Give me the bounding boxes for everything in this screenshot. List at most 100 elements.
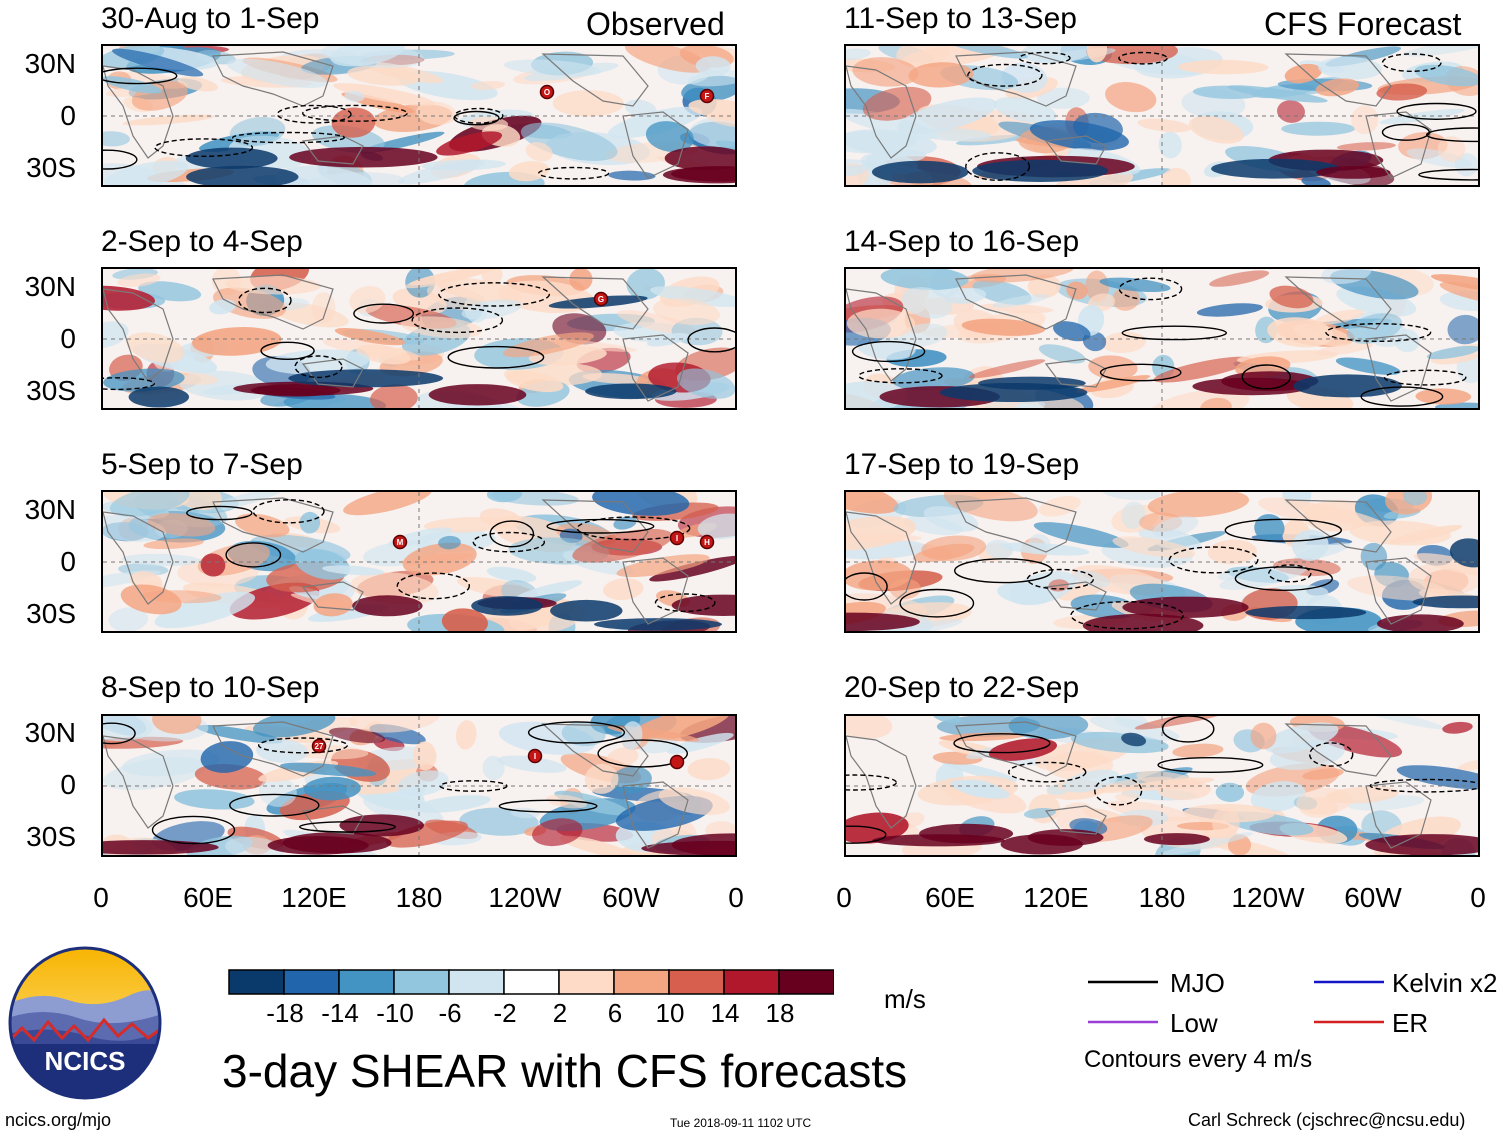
- coastline: [103, 288, 174, 382]
- panel-title-2: 2-Sep to 4-Sep: [101, 225, 303, 258]
- shear-anomaly: [1029, 120, 1129, 151]
- shear-anomaly: [147, 513, 216, 537]
- shear-anomaly: [1099, 277, 1171, 293]
- shear-anomaly: [846, 48, 871, 61]
- shear-anomaly: [603, 578, 644, 600]
- colorbar-label: -14: [321, 998, 359, 1028]
- shear-anomaly: [550, 599, 623, 622]
- shear-anomaly: [1377, 614, 1464, 631]
- coastline: [1365, 557, 1432, 625]
- mjo-contour: [103, 722, 136, 745]
- legend-line-mjo: [1088, 980, 1158, 984]
- shear-anomaly: [1158, 131, 1182, 159]
- shear-anomaly: [1414, 64, 1478, 87]
- shear-anomaly: [585, 383, 677, 400]
- mjo-contour: [1383, 369, 1467, 386]
- mjo-contour: [1026, 568, 1095, 590]
- shear-anomaly: [872, 834, 1005, 847]
- shear-anomaly: [1442, 721, 1473, 734]
- shear-anomaly: [1066, 281, 1088, 300]
- units-label: m/s: [884, 984, 926, 1014]
- shear-anomaly: [1115, 792, 1139, 801]
- shear-anomaly: [1439, 281, 1478, 305]
- shear-anomaly: [126, 332, 185, 363]
- lon-tick: 120W: [1231, 882, 1305, 913]
- mjo-contour: [260, 341, 315, 361]
- shear-anomaly: [192, 327, 282, 356]
- lon-tick: 60E: [925, 882, 975, 913]
- mjo-contour: [1325, 323, 1432, 343]
- shear-anomaly: [352, 595, 423, 617]
- shear-anomaly: [103, 131, 130, 147]
- shear-anomaly: [470, 80, 506, 90]
- mjo-contour: [396, 572, 470, 600]
- colorbar-swatch: [393, 969, 450, 995]
- coastline: [622, 557, 689, 625]
- coastline: [301, 581, 364, 611]
- coastline: [1365, 781, 1432, 849]
- shear-anomaly: [1027, 274, 1061, 299]
- coastline: [622, 111, 689, 179]
- shear-anomaly: [513, 580, 583, 602]
- lon-tick: 120E: [1023, 882, 1089, 913]
- shear-anomaly: [1389, 524, 1463, 544]
- shear-anomaly: [1053, 321, 1091, 342]
- shear-anomaly: [385, 820, 468, 848]
- colorbar-label: 6: [607, 998, 623, 1028]
- chart-title: 3-day SHEAR with CFS forecasts: [222, 1045, 908, 1097]
- mjo-contour: [439, 780, 508, 792]
- colorbar-label: 2: [552, 998, 568, 1028]
- shear-anomaly: [200, 553, 226, 577]
- shear-anomaly: [397, 770, 449, 797]
- shear-anomaly: [421, 159, 506, 171]
- legend-line-kelvin: [1314, 980, 1384, 984]
- lon-tick: 60W: [602, 882, 660, 913]
- shear-anomaly: [103, 321, 129, 349]
- shear-anomaly: [921, 128, 992, 142]
- lon-tick: 180: [395, 882, 443, 913]
- shear-anomaly: [592, 492, 690, 516]
- map-panel-7: [844, 490, 1480, 633]
- storm-marker: M: [392, 534, 408, 550]
- shear-anomaly: [1086, 46, 1108, 63]
- shear-anomaly: [200, 741, 254, 773]
- shear-anomaly: [1437, 136, 1466, 162]
- shear-anomaly: [871, 160, 969, 184]
- colorbar-swatch: [723, 969, 780, 995]
- shear-anomaly: [506, 370, 564, 393]
- coastline: [103, 735, 174, 829]
- forecast-label: CFS Forecast: [1264, 6, 1462, 42]
- lat-tick: 30N: [24, 271, 76, 302]
- shear-anomaly: [1457, 759, 1478, 772]
- mjo-contour: [238, 287, 292, 314]
- panel-title-1: 30-Aug to 1-Sep: [101, 2, 320, 35]
- mjo-contour: [1118, 51, 1168, 65]
- shear-anomaly: [402, 542, 477, 576]
- coastline: [1365, 111, 1432, 179]
- shear-anomaly: [356, 344, 411, 365]
- shear-anomaly: [503, 59, 602, 77]
- lat-tick: 30N: [24, 494, 76, 525]
- shear-anomaly: [1136, 770, 1202, 790]
- shear-anomaly: [120, 584, 182, 615]
- panel-title-5: 11-Sep to 13-Sep: [844, 2, 1077, 35]
- shear-anomaly: [1196, 303, 1263, 317]
- coastline: [1284, 723, 1392, 777]
- shear-anomaly: [321, 46, 424, 68]
- shear-anomaly: [932, 716, 962, 724]
- shear-anomaly: [256, 739, 308, 763]
- map-panel-4: 27 I: [101, 714, 737, 857]
- coastline: [1284, 53, 1392, 107]
- colorbar-swatch: [503, 969, 560, 995]
- shear-anomaly: [1439, 290, 1478, 312]
- colorbar-swatch: [448, 969, 505, 995]
- shear-anomaly: [664, 146, 735, 171]
- shear-anomaly: [572, 528, 673, 563]
- shear-anomaly: [370, 384, 418, 408]
- footer-url[interactable]: ncics.org/mjo: [5, 1110, 112, 1130]
- map-panel-8: [844, 714, 1480, 857]
- shear-anomaly: [947, 46, 1028, 59]
- shear-anomaly: [1076, 375, 1151, 393]
- coastline: [846, 735, 917, 829]
- shear-anomaly: [1313, 309, 1365, 325]
